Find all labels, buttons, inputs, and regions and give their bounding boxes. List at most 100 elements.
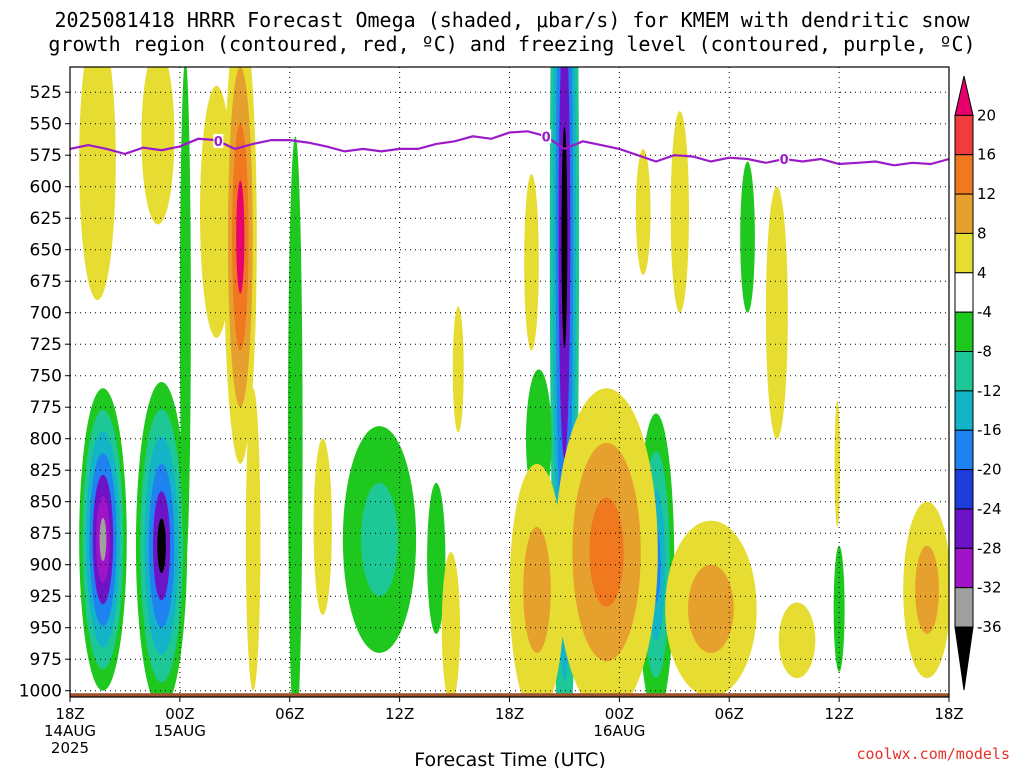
y-tick-label-825: 825 <box>30 461 62 481</box>
freezing-label-bg-1 <box>541 129 552 144</box>
colorbar-label-10: -24 <box>977 500 1002 518</box>
y-tick-label-950: 950 <box>30 619 62 639</box>
colorbar-swatch-2 <box>954 154 974 195</box>
colorbar-swatch-12 <box>954 547 974 589</box>
y-tick-label-625: 625 <box>30 209 62 229</box>
y-tick-label-975: 975 <box>30 650 62 670</box>
omega-region-2-level-4 <box>561 126 568 348</box>
chart-title-line-2: growth region (contoured, red, ºC) and f… <box>48 32 976 56</box>
x-tick-label-30-0: 00Z <box>605 705 634 723</box>
x-tick-label-30-1: 16AUG <box>593 722 645 740</box>
y-tick-label-525: 525 <box>30 83 62 103</box>
omega-region-7-level-0 <box>740 161 755 313</box>
y-tick-label-725: 725 <box>30 335 62 355</box>
y-tick-label-675: 675 <box>30 272 62 292</box>
y-tick-label-750: 750 <box>30 367 62 387</box>
colorbar-swatch-11 <box>954 508 974 549</box>
omega-region-27-level-0 <box>834 400 841 527</box>
y-tick-label-700: 700 <box>30 304 62 324</box>
y-tick-label-775: 775 <box>30 398 62 418</box>
omega-region-26-level-0 <box>635 148 651 275</box>
colorbar-swatch-13 <box>954 587 974 628</box>
x-tick-label-12-0: 06Z <box>275 705 304 723</box>
omega-region-10-level-0 <box>179 67 191 565</box>
x-tick-label-48-0: 18Z <box>934 705 963 723</box>
x-tick-label-0-2: 2025 <box>51 739 89 757</box>
chart-title-line-1: 2025081418 HRRR Forecast Omega (shaded, … <box>54 8 970 32</box>
freezing-label-bg-0 <box>213 133 224 148</box>
x-axis-label: Forecast Time (UTC) <box>414 749 605 768</box>
colorbar-label-0: 20 <box>977 106 996 124</box>
y-tick-label-900: 900 <box>30 556 62 576</box>
y-tick-label-550: 550 <box>30 115 62 135</box>
colorbar-label-5: -4 <box>977 303 992 321</box>
colorbar-label-2: 12 <box>977 185 996 203</box>
omega-region-23-level-0 <box>313 438 332 616</box>
colorbar-label-3: 8 <box>977 224 987 242</box>
x-tick-label-24-0: 18Z <box>495 705 524 723</box>
surface-layer <box>70 693 949 697</box>
omega-region-18-level-0 <box>141 67 175 225</box>
colorbar-swatch-3 <box>954 193 974 234</box>
y-tick-label-850: 850 <box>30 493 62 513</box>
omega-region-20-level-0 <box>524 174 539 351</box>
colorbar-label-4: 4 <box>977 264 987 282</box>
freezing-level-label: 0 <box>780 153 789 168</box>
y-tick-label-875: 875 <box>30 524 62 544</box>
omega-region-28-level-0 <box>778 602 816 679</box>
omega-region-21-level-0 <box>765 186 788 439</box>
surface-band <box>70 693 949 697</box>
omega-region-12-level-3 <box>236 180 245 294</box>
omega-region-8-level-0 <box>833 545 845 672</box>
colorbar-label-6: -8 <box>977 343 992 361</box>
credit-link[interactable]: coolwx.com/models <box>856 745 1010 763</box>
freezing-level-label: 0 <box>542 130 551 145</box>
freezing-label-bg-2 <box>779 151 790 166</box>
grid-layer <box>70 67 949 697</box>
colorbar-swatch-6 <box>954 311 974 353</box>
colorbar-swatch-8 <box>954 390 974 431</box>
x-tick-label-36-0: 06Z <box>715 705 744 723</box>
x-tick-label-6-1: 15AUG <box>154 722 206 740</box>
colorbar-bottom-arrow <box>954 626 974 691</box>
omega-region-25-level-0 <box>670 111 689 313</box>
omega-region-9-level-0 <box>287 136 303 697</box>
omega-region-0-level-6 <box>99 517 107 562</box>
omega-region-22-level-0 <box>441 552 461 697</box>
x-tick-label-0-1: 14AUG <box>44 722 96 740</box>
x-tick-label-6-0: 00Z <box>165 705 194 723</box>
colorbar-swatch-5 <box>954 272 974 313</box>
omega-region-14-level-1 <box>523 526 551 653</box>
colorbar: 20 16 12 8 4 -4 -8 -12 -16 -20 -24 -28 -32 -36 <box>954 75 1002 691</box>
y-tick-label-925: 925 <box>30 587 62 607</box>
colorbar-label-9: -20 <box>977 461 1002 479</box>
colorbar-label-7: -12 <box>977 382 1002 400</box>
colorbar-swatch-7 <box>954 351 974 392</box>
freezing-level-layer: 0 0 0 <box>70 129 949 168</box>
x-tick-label-0-0: 18Z <box>55 705 84 723</box>
y-axis: 525 550 575 600 625 650 675 700 725 750 775 800 825 8… <box>19 83 70 702</box>
colorbar-top-arrow <box>954 75 974 116</box>
freezing-level-label: 0 <box>214 135 223 150</box>
y-tick-label-800: 800 <box>30 430 62 450</box>
y-tick-label-1000: 1000 <box>19 682 62 702</box>
omega-region-17-level-0 <box>79 67 116 301</box>
omega-region-16-level-1 <box>915 545 939 635</box>
colorbar-label-11: -28 <box>977 539 1002 557</box>
colorbar-swatch-9 <box>954 429 974 471</box>
omega-region-5-level-1 <box>361 482 398 597</box>
colorbar-label-8: -16 <box>977 421 1002 439</box>
colorbar-swatch-10 <box>954 469 974 510</box>
omega-region-19-level-0 <box>452 306 464 433</box>
colorbar-swatch-4 <box>954 232 974 274</box>
colorbar-label-1: 16 <box>977 146 996 164</box>
omega-region-15-level-1 <box>688 564 734 653</box>
y-tick-label-575: 575 <box>30 146 62 166</box>
colorbar-label-13: -36 <box>977 618 1002 636</box>
omega-region-1-level-5 <box>157 518 166 574</box>
colorbar-swatch-1 <box>954 114 974 156</box>
x-tick-label-18-0: 12Z <box>385 705 414 723</box>
colorbar-label-12: -32 <box>977 579 1002 597</box>
y-tick-label-650: 650 <box>30 241 62 261</box>
